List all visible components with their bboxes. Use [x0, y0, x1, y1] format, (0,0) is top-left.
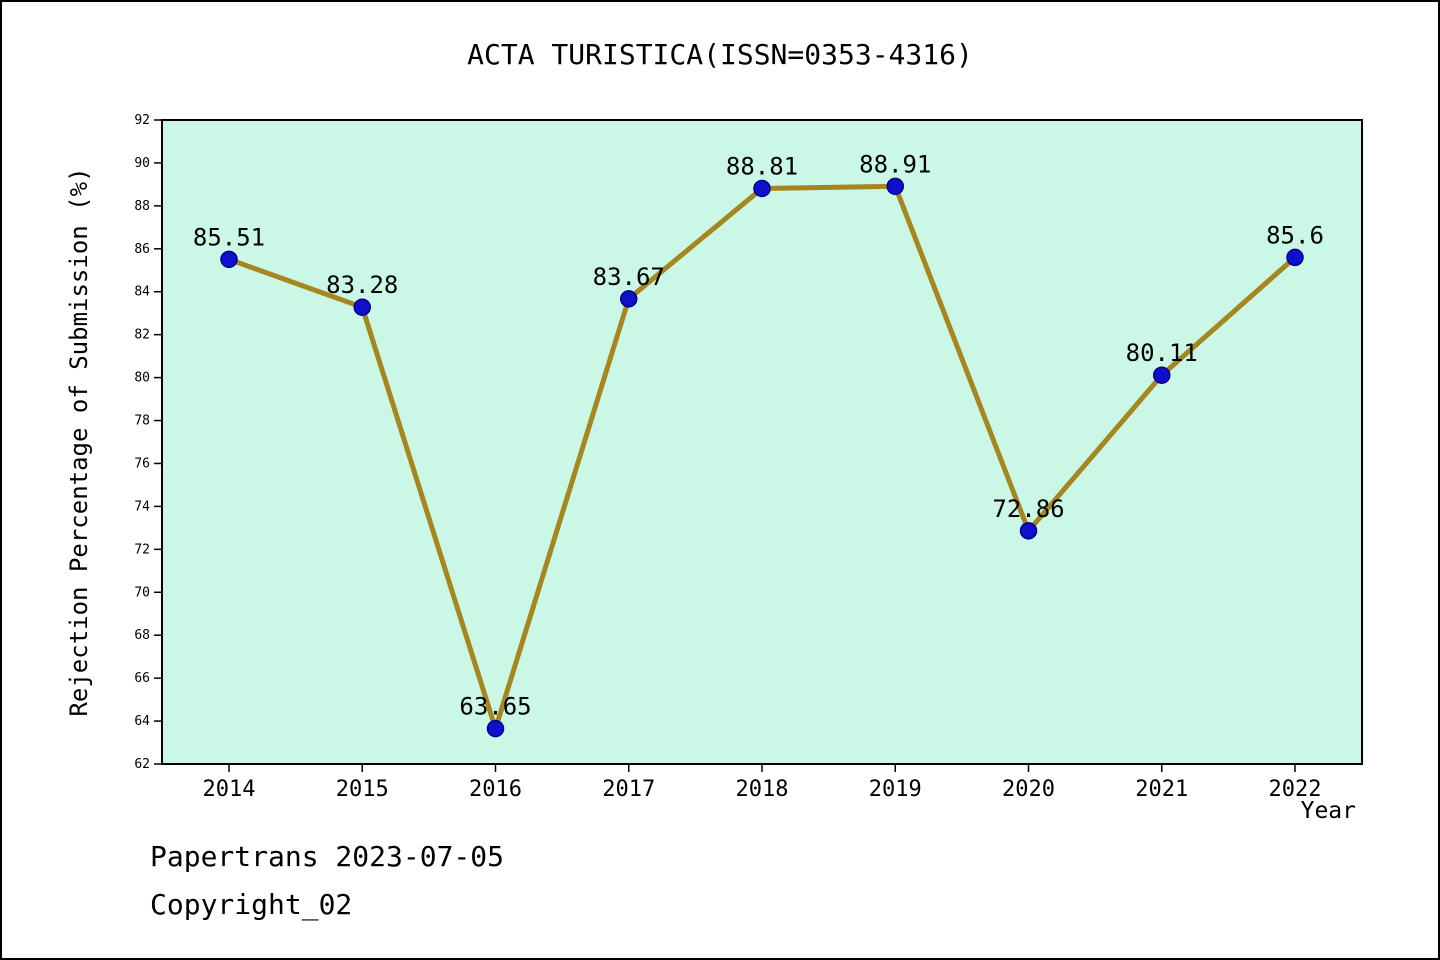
y-tick-label: 66	[134, 671, 150, 686]
data-point-label: 85.6	[1266, 221, 1324, 249]
x-tick-label: 2017	[602, 777, 655, 802]
data-point-label: 83.28	[326, 271, 398, 299]
x-tick-label: 2015	[336, 777, 389, 802]
x-axis-title: Year	[1300, 798, 1356, 824]
x-tick-label: 2014	[203, 777, 256, 802]
y-tick-label: 86	[134, 242, 150, 257]
y-tick-label: 64	[134, 714, 150, 729]
data-point	[886, 177, 904, 196]
data-point-label: 83.67	[593, 263, 665, 291]
y-tick-label: 88	[134, 199, 150, 214]
y-tick-label: 78	[134, 414, 150, 429]
data-point	[353, 298, 371, 316]
data-point	[486, 719, 505, 738]
data-point	[1153, 366, 1171, 384]
y-tick-label: 90	[134, 156, 150, 171]
data-point	[753, 179, 771, 198]
x-tick-label: 2018	[736, 777, 789, 802]
watermark-copyright: Copyright_02	[150, 888, 353, 921]
data-point-label: 88.81	[726, 152, 798, 180]
data-point-label: 85.51	[193, 223, 265, 251]
x-tick-label: 2021	[1135, 777, 1188, 802]
y-tick-label: 92	[134, 113, 150, 128]
y-tick-label: 76	[134, 456, 150, 471]
x-tick-label: 2022	[1269, 777, 1322, 802]
y-tick-label: 70	[134, 585, 150, 600]
y-tick-label: 82	[134, 328, 150, 343]
data-point	[620, 290, 638, 308]
data-point-label: 88.91	[859, 150, 931, 178]
y-tick-label: 68	[134, 628, 150, 643]
y-tick-label: 84	[134, 285, 150, 300]
data-point	[1019, 522, 1038, 540]
y-tick-label: 72	[134, 542, 150, 557]
chart-title: ACTA TURISTICA(ISSN=0353-4316)	[467, 38, 973, 71]
y-tick-label: 62	[134, 757, 150, 772]
y-tick-label: 74	[134, 499, 150, 514]
x-tick-label: 2016	[469, 777, 522, 802]
data-point-label: 80.11	[1126, 339, 1198, 367]
y-tick-label: 80	[134, 371, 150, 386]
data-point-label: 72.86	[992, 495, 1064, 523]
data-point	[220, 250, 238, 269]
data-point-label: 63.65	[459, 693, 531, 721]
watermark-papertrans: Papertrans 2023-07-05	[150, 840, 505, 873]
x-tick-label: 2020	[1002, 777, 1055, 802]
plot-area	[161, 119, 1363, 765]
data-point	[1286, 248, 1304, 267]
x-tick-label: 2019	[869, 777, 922, 802]
y-axis-title: Rejection Percentage of Submission (%)	[65, 167, 93, 717]
